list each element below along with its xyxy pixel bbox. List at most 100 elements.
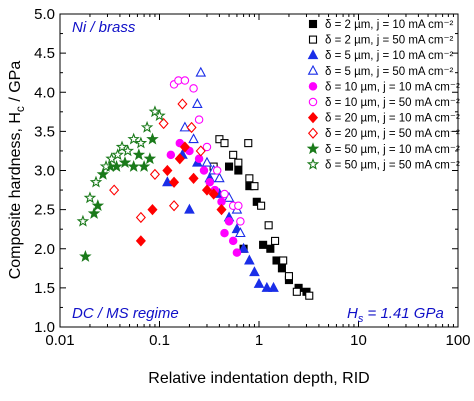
data-points	[76, 66, 314, 300]
x-axis-title: Relative indentation depth, RID	[148, 370, 369, 387]
series-2	[209, 135, 314, 300]
legend-entry: δ = 10 µm, j = 10 mA cm⁻²	[308, 81, 460, 93]
legend-entry: δ = 5 µm, j = 50 mA cm⁻²	[307, 64, 454, 78]
data-point	[135, 235, 146, 247]
x-tick-label: 1	[255, 332, 263, 349]
x-tick-label: 0.01	[45, 332, 74, 349]
data-point	[89, 175, 103, 188]
data-point	[189, 84, 198, 93]
data-point	[208, 188, 219, 200]
annotation-substrate-hardness: Hs = 1.41 GPa	[347, 305, 444, 325]
data-point	[234, 158, 243, 167]
data-point	[272, 256, 281, 265]
data-point	[201, 184, 213, 196]
data-point	[192, 98, 203, 108]
data-point	[250, 182, 259, 191]
legend-entry: δ = 5 µm, j = 10 mA cm⁻²	[307, 49, 454, 62]
data-point	[268, 281, 279, 292]
data-point	[292, 287, 301, 296]
data-point	[253, 277, 265, 288]
y-axis-title: Composite hardness, Hc / GPa	[7, 61, 27, 280]
legend-label: δ = 20 µm, j = 10 mA cm⁻²	[325, 113, 460, 125]
data-point	[195, 145, 206, 157]
legend-marker	[308, 97, 318, 107]
data-point	[238, 242, 249, 253]
data-point	[179, 141, 190, 153]
tick-labels: 0.01 0.1 1 10 100 1.0 1.5 2.0 2.5 3.0 3.5 4.0 4.5 5.0	[34, 6, 470, 349]
data-point	[261, 281, 273, 292]
data-point	[180, 76, 190, 85]
data-point	[229, 150, 238, 159]
data-point	[110, 160, 123, 172]
y-tick-label: 4.5	[34, 45, 55, 62]
legend-entry: δ = 50 µm, j = 50 mA cm⁻²	[306, 157, 460, 171]
data-point	[162, 176, 173, 187]
data-point	[244, 139, 253, 148]
data-point	[158, 117, 169, 130]
legend-entry: δ = 2 µm, j = 10 mA cm⁻²	[308, 19, 454, 31]
data-point	[232, 248, 242, 257]
data-point	[305, 291, 314, 300]
legend-marker	[307, 127, 319, 139]
y-tick-label: 5.0	[34, 6, 55, 23]
data-point	[277, 264, 286, 273]
data-point	[149, 168, 160, 181]
data-point	[91, 199, 105, 212]
data-point	[244, 254, 255, 265]
data-point	[194, 154, 204, 164]
data-point	[234, 166, 243, 175]
data-point	[109, 184, 120, 196]
legend-label: δ = 2 µm, j = 50 mA cm⁻²	[325, 35, 454, 47]
data-point	[224, 217, 234, 226]
x-tick-label: 10	[350, 332, 367, 349]
data-point	[249, 266, 260, 277]
y-tick-label: 2.0	[34, 241, 55, 258]
data-point	[259, 240, 268, 249]
data-point	[179, 121, 191, 132]
legend-label: δ = 20 µm, j = 50 mA cm⁻²	[325, 128, 460, 140]
data-point	[212, 166, 222, 175]
legend-marker	[308, 19, 318, 29]
data-point	[201, 156, 213, 167]
data-point	[284, 272, 294, 281]
data-point	[257, 201, 266, 210]
data-point	[202, 142, 212, 152]
legend-label: δ = 50 µm, j = 50 mA cm⁻²	[325, 159, 460, 171]
data-point	[279, 256, 288, 265]
data-point	[76, 214, 90, 227]
x-tick-label: 0.1	[149, 332, 170, 349]
data-point	[188, 172, 199, 184]
data-point	[146, 132, 159, 145]
data-point	[111, 148, 124, 161]
data-point	[266, 244, 275, 253]
annotation-material: Ni / brass	[72, 19, 136, 36]
legend: δ = 2 µm, j = 10 mA cm⁻² δ = 2 µm, j = 50…	[306, 19, 460, 171]
data-point	[216, 204, 227, 216]
data-point	[137, 160, 151, 172]
y-tick-label: 4.0	[34, 84, 55, 101]
legend-marker	[307, 111, 319, 124]
data-point	[224, 162, 234, 171]
data-point	[83, 191, 97, 204]
legend-label: δ = 10 µm, j = 50 mA cm⁻²	[325, 97, 460, 109]
data-point	[79, 249, 92, 262]
legend-marker	[306, 142, 320, 155]
legend-marker	[306, 157, 320, 170]
data-point	[199, 166, 209, 175]
x-tick-label: 100	[445, 332, 470, 349]
data-point	[271, 236, 280, 245]
data-point	[264, 221, 273, 230]
data-point	[134, 136, 148, 149]
data-point	[235, 227, 246, 238]
data-point	[99, 160, 113, 172]
data-point	[214, 172, 225, 183]
data-point	[186, 121, 197, 134]
data-point	[153, 109, 166, 122]
data-point	[184, 203, 195, 214]
data-point	[162, 164, 173, 177]
data-point	[121, 144, 135, 157]
data-point	[188, 133, 199, 144]
data-point	[166, 150, 176, 160]
data-point	[143, 152, 157, 165]
y-tick-label: 1.0	[34, 319, 55, 336]
